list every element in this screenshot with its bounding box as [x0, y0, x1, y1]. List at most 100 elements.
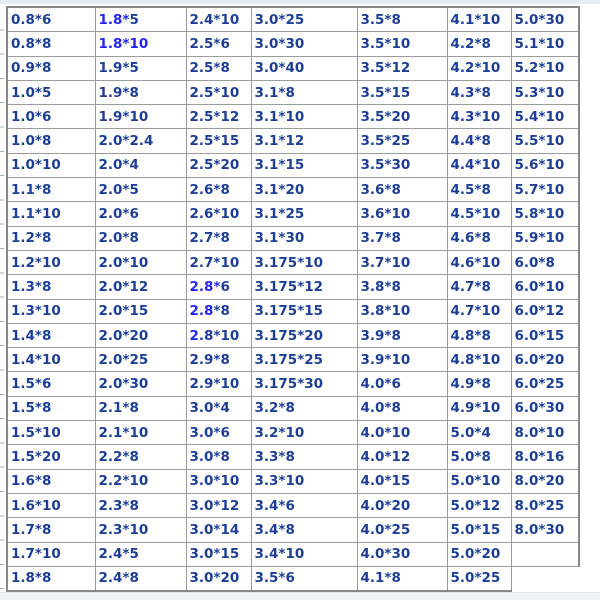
- size-cell: 3.0*10: [185, 468, 252, 494]
- table-row: 1.0*8 2.0*2.4 2.5*15 3.1*12 3.5*25 4.4*8 5.5*1…: [6, 128, 580, 154]
- size-cell: 2.3*10: [94, 517, 187, 543]
- size-cell: 3.7*10: [356, 249, 448, 276]
- size-cell: 2.5*6: [185, 31, 252, 57]
- size-cell: 5.1*10: [510, 31, 580, 57]
- size-cell: 2.0*30: [94, 371, 187, 397]
- size-cell: 1.4*10: [6, 347, 96, 373]
- table-row: 1.7*10 2.4*5 3.0*15 3.4*10 4.0*30 5.0*20: [6, 541, 580, 567]
- size-cell: 3.3*10: [250, 468, 358, 494]
- size-cell: 3.7*8: [356, 225, 448, 251]
- size-cell: 3.5*30: [356, 152, 448, 179]
- size-cell: 4.5*10: [446, 201, 512, 227]
- table-row: 1.6*8 2.2*10 3.0*10 3.3*10 4.0*15 5.0*10 8.0*2…: [6, 468, 580, 494]
- size-cell: 3.4*10: [250, 541, 358, 567]
- size-cell: 3.5*12: [356, 55, 448, 81]
- size-cell: 2.8*8: [185, 298, 252, 324]
- size-cell: 1.5*8: [6, 395, 96, 422]
- navy-text: *8: [213, 303, 230, 320]
- table-row: 1.0*6 1.9*10 2.5*12 3.1*10 3.5*20 4.3*10 5.4*1…: [6, 104, 580, 130]
- size-cell: 3.175*20: [250, 322, 358, 349]
- size-cell: 1.2*10: [6, 249, 96, 276]
- size-cell: 2.4*8: [94, 565, 187, 593]
- size-cell: 2.8*6: [185, 274, 252, 300]
- size-cell: 4.0*15: [356, 468, 448, 494]
- size-cell: 3.8*8: [356, 274, 448, 300]
- size-cell: 6.0*15: [510, 322, 580, 349]
- navy-text: 5: [129, 11, 139, 28]
- size-cell: 3.175*15: [250, 298, 358, 324]
- size-cell: 1.5*6: [6, 371, 96, 397]
- size-cell: 1.7*10: [6, 541, 96, 567]
- size-cell: 3.1*8: [250, 79, 358, 106]
- size-cell: 4.4*10: [446, 152, 512, 179]
- size-cell: 1.9*5: [94, 55, 187, 81]
- size-cell: 3.175*10: [250, 249, 358, 276]
- size-cell: 4.6*10: [446, 249, 512, 276]
- size-cell: 4.4*8: [446, 128, 512, 154]
- bright-text: 1.8*: [98, 11, 130, 28]
- table-row: 0.8*6 1.8*5 2.4*10 3.0*25 3.5*8 4.1*10 5.0*30: [6, 6, 580, 33]
- table-row: 1.5*6 2.0*30 2.9*10 3.175*30 4.0*6 4.9*8 6.0*2…: [6, 371, 580, 397]
- table-row: 1.3*10 2.0*15 2.8*8 3.175*15 3.8*10 4.7*10 6.0…: [6, 298, 580, 324]
- size-cell: 1.8*5: [94, 6, 187, 33]
- size-cell: 3.0*40: [250, 55, 358, 81]
- size-cell: 3.6*10: [356, 201, 448, 227]
- size-cell: 4.9*8: [446, 371, 512, 397]
- size-cell: 4.2*8: [446, 31, 512, 57]
- size-cell: 2.4*5: [94, 541, 187, 567]
- size-cell: 3.5*15: [356, 79, 448, 106]
- size-cell: 2.4*10: [185, 6, 252, 33]
- size-cell: 2.5*8: [185, 55, 252, 81]
- size-cell: 2.2*10: [94, 468, 187, 494]
- bottom-edge-strip: [0, 592, 600, 600]
- size-cell: 6.0*12: [510, 298, 580, 324]
- size-cell: 5.4*10: [510, 104, 580, 130]
- size-cell: 3.5*20: [356, 104, 448, 130]
- size-cell: 4.3*8: [446, 79, 512, 106]
- size-cell: 2.7*8: [185, 225, 252, 251]
- size-cell: 1.8*10: [94, 31, 187, 57]
- size-cell: 1.1*8: [6, 177, 96, 203]
- size-cell: 2.0*25: [94, 347, 187, 373]
- size-cell: 5.0*15: [446, 517, 512, 543]
- size-cell: 2.7*10: [185, 249, 252, 276]
- size-cell: 3.0*12: [185, 492, 252, 519]
- size-cell: 4.0*25: [356, 517, 448, 543]
- size-cell: 5.0*12: [446, 492, 512, 519]
- size-cell: 3.4*8: [250, 517, 358, 543]
- size-cell: 2.0*5: [94, 177, 187, 203]
- size-cell: 2.0*20: [94, 322, 187, 349]
- size-cell: 1.9*10: [94, 104, 187, 130]
- size-cell: 3.0*6: [185, 420, 252, 446]
- table-row: 1.3*8 2.0*12 2.8*6 3.175*12 3.8*8 4.7*8 6.0*10: [6, 274, 580, 300]
- size-cell: 1.6*10: [6, 492, 96, 519]
- table-row: 1.1*8 2.0*5 2.6*8 3.1*20 3.6*8 4.5*8 5.7*10: [6, 177, 580, 203]
- left-edge-cutoff-artifact: [0, 6, 4, 590]
- size-cell: 3.9*10: [356, 347, 448, 373]
- absent-cell: [511, 566, 579, 591]
- size-cell: 3.0*4: [185, 395, 252, 422]
- table-row: 0.9*8 1.9*5 2.5*8 3.0*40 3.5*12 4.2*10 5.2*10: [6, 55, 580, 81]
- size-cell: 2.0*10: [94, 249, 187, 276]
- size-cell: 2.1*10: [94, 420, 187, 446]
- size-cell: 5.0*25: [446, 565, 512, 593]
- size-cell: 2.0*12: [94, 274, 187, 300]
- size-cell: 1.8*8: [6, 565, 96, 593]
- size-cell: 4.6*8: [446, 225, 512, 251]
- size-cell: 1.6*8: [6, 468, 96, 494]
- size-cell: 1.3*8: [6, 274, 96, 300]
- size-cell: 5.2*10: [510, 55, 580, 81]
- size-cell: 4.8*8: [446, 322, 512, 349]
- size-cell: 2.5*15: [185, 128, 252, 154]
- size-table-body: 0.8*6 1.8*5 2.4*10 3.0*25 3.5*8 4.1*10 5.0*30 0…: [6, 6, 580, 593]
- size-cell: 2.5*20: [185, 152, 252, 179]
- size-cell: 2.0*15: [94, 298, 187, 324]
- size-cell: 3.4*6: [250, 492, 358, 519]
- top-edge-strip: [0, 0, 600, 4]
- size-cell: 5.0*30: [510, 6, 580, 33]
- size-cell: 4.7*8: [446, 274, 512, 300]
- size-cell: 1.3*10: [6, 298, 96, 324]
- size-cell: 2.0*2.4: [94, 128, 187, 154]
- table-row: 1.5*20 2.2*8 3.0*8 3.3*8 4.0*12 5.0*8 8.0*16: [6, 444, 580, 470]
- table-row: 1.2*8 2.0*8 2.7*8 3.1*30 3.7*8 4.6*8 5.9*10: [6, 225, 580, 251]
